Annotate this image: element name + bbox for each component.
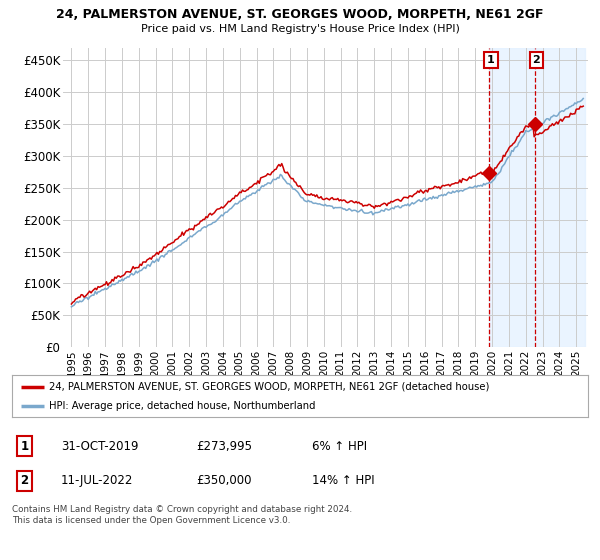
Text: £273,995: £273,995 (196, 440, 253, 452)
Text: 24, PALMERSTON AVENUE, ST. GEORGES WOOD, MORPETH, NE61 2GF (detached house): 24, PALMERSTON AVENUE, ST. GEORGES WOOD,… (49, 381, 490, 391)
Text: 1: 1 (20, 440, 29, 452)
Text: £350,000: £350,000 (196, 474, 252, 487)
Bar (489, 48, 584, 347)
Text: 2: 2 (532, 55, 540, 65)
Text: 11-JUL-2022: 11-JUL-2022 (61, 474, 133, 487)
Text: HPI: Average price, detached house, Northumberland: HPI: Average price, detached house, Nort… (49, 401, 316, 411)
Text: 14% ↑ HPI: 14% ↑ HPI (311, 474, 374, 487)
Text: 6% ↑ HPI: 6% ↑ HPI (311, 440, 367, 452)
Text: Contains HM Land Registry data © Crown copyright and database right 2024.
This d: Contains HM Land Registry data © Crown c… (12, 505, 352, 525)
Text: 1: 1 (487, 55, 495, 65)
Text: 2: 2 (20, 474, 29, 487)
Text: 31-OCT-2019: 31-OCT-2019 (61, 440, 139, 452)
Text: 24, PALMERSTON AVENUE, ST. GEORGES WOOD, MORPETH, NE61 2GF: 24, PALMERSTON AVENUE, ST. GEORGES WOOD,… (56, 8, 544, 21)
Text: Price paid vs. HM Land Registry's House Price Index (HPI): Price paid vs. HM Land Registry's House … (140, 24, 460, 34)
